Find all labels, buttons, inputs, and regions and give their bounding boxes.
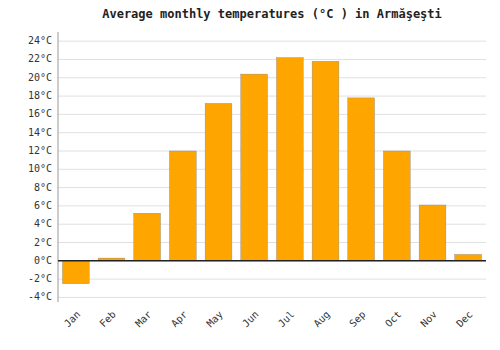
grid-line (58, 114, 486, 115)
bar (169, 151, 196, 261)
y-tick-label: 4°C (34, 218, 52, 229)
y-tick-label: 2°C (34, 237, 52, 248)
grid-line (58, 187, 486, 188)
x-tick-label: Aug (311, 309, 332, 330)
chart-container: -4°C -2°C 0°C 2°C 4°C 6°C 8°C 10°C 12°C 14°C 16°C 1… (0, 0, 500, 350)
y-tick-label: 14°C (28, 127, 52, 138)
grid (58, 41, 486, 297)
bar (455, 254, 482, 260)
y-tick-label: 20°C (28, 72, 52, 83)
chart: -4°C -2°C 0°C 2°C 4°C 6°C 8°C 10°C 12°C 14°C 16°C 1… (0, 0, 500, 350)
x-tick-label: Nov (418, 309, 439, 330)
x-tick-label: Dec (454, 309, 475, 330)
y-tick-label: 18°C (28, 90, 52, 101)
grid-line (58, 77, 486, 78)
y-tick-label: 10°C (28, 163, 52, 174)
bars (62, 58, 481, 284)
bar (276, 58, 303, 261)
grid-line (58, 59, 486, 60)
grid-line (58, 132, 486, 133)
x-axis: Jan Feb Mar Apr May Jun Jul Aug Sep Oct Nov Dec (62, 309, 475, 330)
x-tick-label: Oct (383, 309, 404, 330)
grid-line (58, 279, 486, 280)
x-tick-label: Jul (276, 309, 297, 330)
y-tick-label: 0°C (34, 255, 52, 266)
bar (205, 103, 232, 260)
bar (312, 61, 339, 261)
grid-line (58, 169, 486, 170)
y-tick-label: 16°C (28, 108, 52, 119)
bar (383, 151, 410, 261)
zero-line (58, 260, 486, 262)
x-tick-label: Jun (240, 309, 261, 330)
grid-line (58, 41, 486, 42)
y-tick-label: 6°C (34, 200, 52, 211)
y-tick-label: -4°C (28, 291, 52, 302)
bar (348, 98, 375, 261)
bar (62, 261, 89, 284)
grid-line (58, 260, 486, 261)
x-tick-label: Apr (169, 309, 190, 330)
y-tick-label: 12°C (28, 145, 52, 156)
bar (134, 213, 161, 261)
y-axis: -4°C -2°C 0°C 2°C 4°C 6°C 8°C 10°C 12°C 14°C 16°C 1… (28, 32, 58, 302)
grid-line (58, 150, 486, 151)
x-tick-label: Feb (97, 309, 118, 330)
bar (241, 74, 268, 261)
y-tick-label: 24°C (28, 35, 52, 46)
y-tick-label: -2°C (28, 273, 52, 284)
x-tick-label: Sep (347, 309, 368, 330)
grid-line (58, 96, 486, 97)
x-tick-label: May (204, 309, 225, 330)
y-tick-label: 22°C (28, 53, 52, 64)
grid-line (58, 297, 486, 298)
y-tick-label: 8°C (34, 182, 52, 193)
title: Average monthly temperatures (°C ) in Ar… (102, 7, 442, 21)
bar (419, 205, 446, 261)
x-tick-label: Mar (133, 309, 154, 330)
x-tick-label: Jan (62, 309, 83, 330)
